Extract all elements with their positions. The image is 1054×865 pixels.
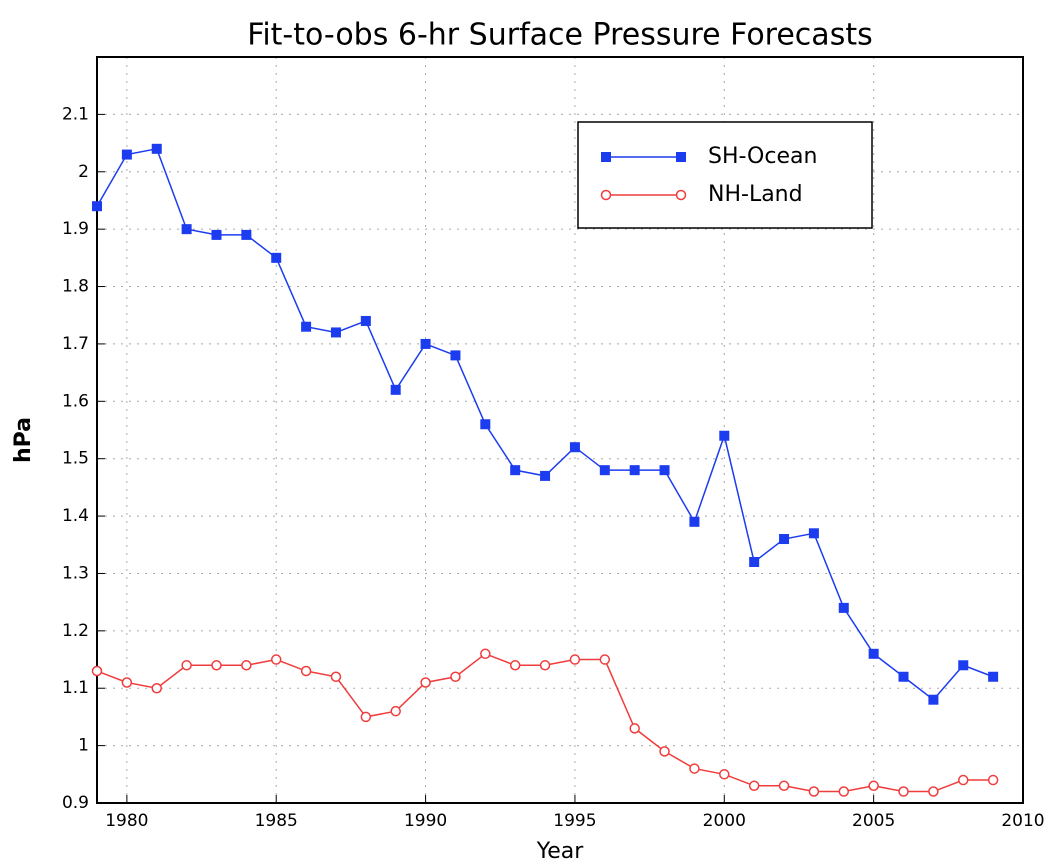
x-tick-label: 2010: [1001, 811, 1044, 831]
marker: [360, 315, 371, 326]
x-tick-label: 2000: [703, 811, 746, 831]
marker: [928, 786, 939, 797]
marker: [151, 143, 162, 154]
marker: [988, 671, 999, 682]
marker: [390, 705, 401, 717]
marker: [241, 229, 252, 240]
x-tick-label: 1980: [105, 811, 148, 831]
plot-frame: [96, 56, 1024, 804]
marker: [868, 648, 879, 659]
marker: [300, 665, 312, 677]
marker: [749, 556, 760, 567]
marker: [808, 786, 820, 797]
marker: [181, 660, 192, 671]
marker: [92, 201, 102, 212]
marker: [211, 660, 222, 671]
series-line: [96, 147, 994, 701]
y-tick-label: 1: [78, 736, 89, 756]
marker: [211, 229, 222, 240]
y-tick-label: 1.7: [62, 334, 89, 354]
legend-box: [577, 121, 873, 229]
marker: [600, 189, 612, 201]
marker: [330, 671, 342, 683]
chart-title: Fit-to-obs 6-hr Surface Pressure Forecas…: [247, 18, 872, 53]
y-tick-label: 1.3: [62, 563, 89, 583]
marker: [569, 654, 581, 665]
y-tick-label: 2: [78, 162, 89, 182]
y-tick-label: 0.9: [62, 793, 89, 813]
x-tick-label: 1990: [404, 811, 447, 831]
marker: [719, 430, 730, 441]
marker: [898, 671, 909, 682]
marker: [450, 671, 461, 683]
y-tick-label: 1.1: [62, 678, 89, 698]
y-tick-label: 1.5: [62, 449, 89, 469]
x-axis-title: Year: [536, 839, 585, 864]
marker: [779, 534, 790, 545]
marker: [748, 780, 760, 792]
marker: [898, 786, 909, 797]
marker: [778, 780, 790, 792]
marker: [987, 774, 999, 786]
marker: [330, 327, 341, 338]
marker: [91, 665, 103, 677]
marker: [420, 338, 431, 349]
marker: [271, 252, 282, 263]
marker: [958, 660, 969, 671]
y-tick-label: 2.1: [62, 104, 89, 124]
y-tick-label: 1.4: [62, 506, 89, 526]
marker: [675, 189, 687, 201]
marker: [719, 769, 730, 780]
marker: [390, 384, 401, 395]
marker: [301, 321, 312, 332]
series-line: [96, 652, 994, 793]
marker: [689, 516, 700, 527]
marker: [420, 677, 431, 688]
marker: [510, 465, 521, 476]
marker: [360, 711, 372, 723]
x-tick-label: 1995: [553, 811, 596, 831]
marker: [659, 746, 670, 757]
y-tick-label: 1.2: [62, 621, 89, 641]
marker: [121, 149, 132, 160]
marker: [659, 465, 670, 476]
marker: [509, 660, 521, 671]
x-tick-label: 2005: [852, 811, 895, 831]
marker: [121, 677, 133, 688]
marker: [629, 465, 640, 476]
marker: [838, 602, 849, 613]
marker: [540, 470, 551, 481]
marker: [689, 763, 700, 774]
marker: [599, 654, 611, 665]
y-tick-label: 1.8: [62, 277, 89, 297]
marker: [539, 660, 551, 671]
y-tick-label: 1.6: [62, 391, 89, 411]
marker: [480, 648, 491, 660]
marker: [569, 442, 580, 453]
marker: [838, 786, 850, 797]
legend-label: SH-Ocean: [708, 144, 817, 169]
marker: [676, 152, 686, 162]
x-tick-label: 1985: [255, 811, 298, 831]
legend-label: NH-Land: [708, 182, 803, 207]
marker: [958, 774, 969, 786]
marker: [480, 419, 491, 430]
marker: [450, 350, 461, 361]
marker: [151, 682, 162, 694]
marker: [629, 723, 640, 734]
y-tick-label: 1.9: [62, 219, 89, 239]
marker: [181, 224, 192, 235]
marker: [868, 780, 879, 792]
marker: [928, 694, 939, 705]
marker: [241, 660, 252, 671]
marker: [599, 465, 610, 476]
marker: [270, 654, 282, 665]
marker: [601, 152, 611, 162]
marker: [808, 528, 819, 539]
y-axis-title: hPa: [11, 417, 36, 463]
